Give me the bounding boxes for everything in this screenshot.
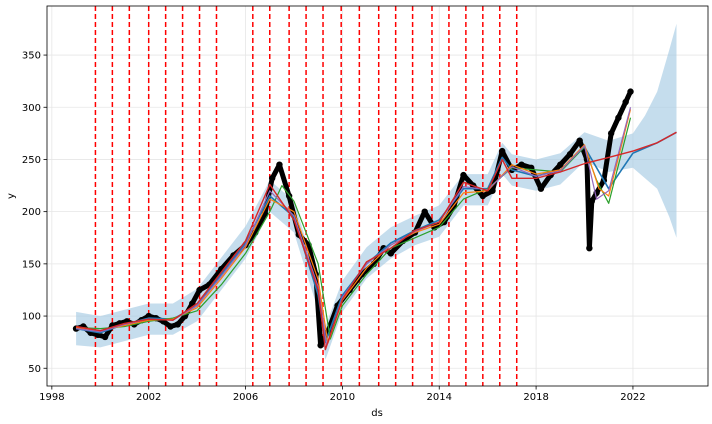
uncertainty-band-layer bbox=[76, 23, 677, 360]
x-tick-label: 2002 bbox=[136, 392, 161, 403]
x-tick-label: 2006 bbox=[233, 392, 258, 403]
y-tick-label: 300 bbox=[22, 103, 41, 114]
trend-line bbox=[75, 131, 677, 351]
series-lines-layer bbox=[75, 107, 677, 351]
x-axis: 1998 2002 2006 2010 2014 2018 2022 bbox=[39, 386, 646, 403]
x-tick-label: 2014 bbox=[427, 392, 452, 403]
plot-frame bbox=[46, 5, 709, 387]
y-tick-label: 250 bbox=[22, 155, 41, 166]
x-tick-label: 2022 bbox=[620, 392, 645, 403]
x-tick-label: 2010 bbox=[330, 392, 355, 403]
x-axis-label: ds bbox=[371, 408, 383, 419]
y-tick-label: 50 bbox=[28, 364, 41, 375]
y-axis-label: y bbox=[6, 193, 17, 199]
uncertainty-band bbox=[76, 23, 677, 360]
y-tick-label: 100 bbox=[22, 312, 41, 323]
y-tick-label: 350 bbox=[22, 51, 41, 62]
x-tick-label: 2018 bbox=[523, 392, 548, 403]
y-tick-label: 150 bbox=[22, 259, 41, 270]
y-axis: 50 100 150 200 250 300 350 bbox=[22, 51, 47, 375]
y-tick-label: 200 bbox=[22, 207, 41, 218]
x-tick-label: 1998 bbox=[39, 392, 64, 403]
